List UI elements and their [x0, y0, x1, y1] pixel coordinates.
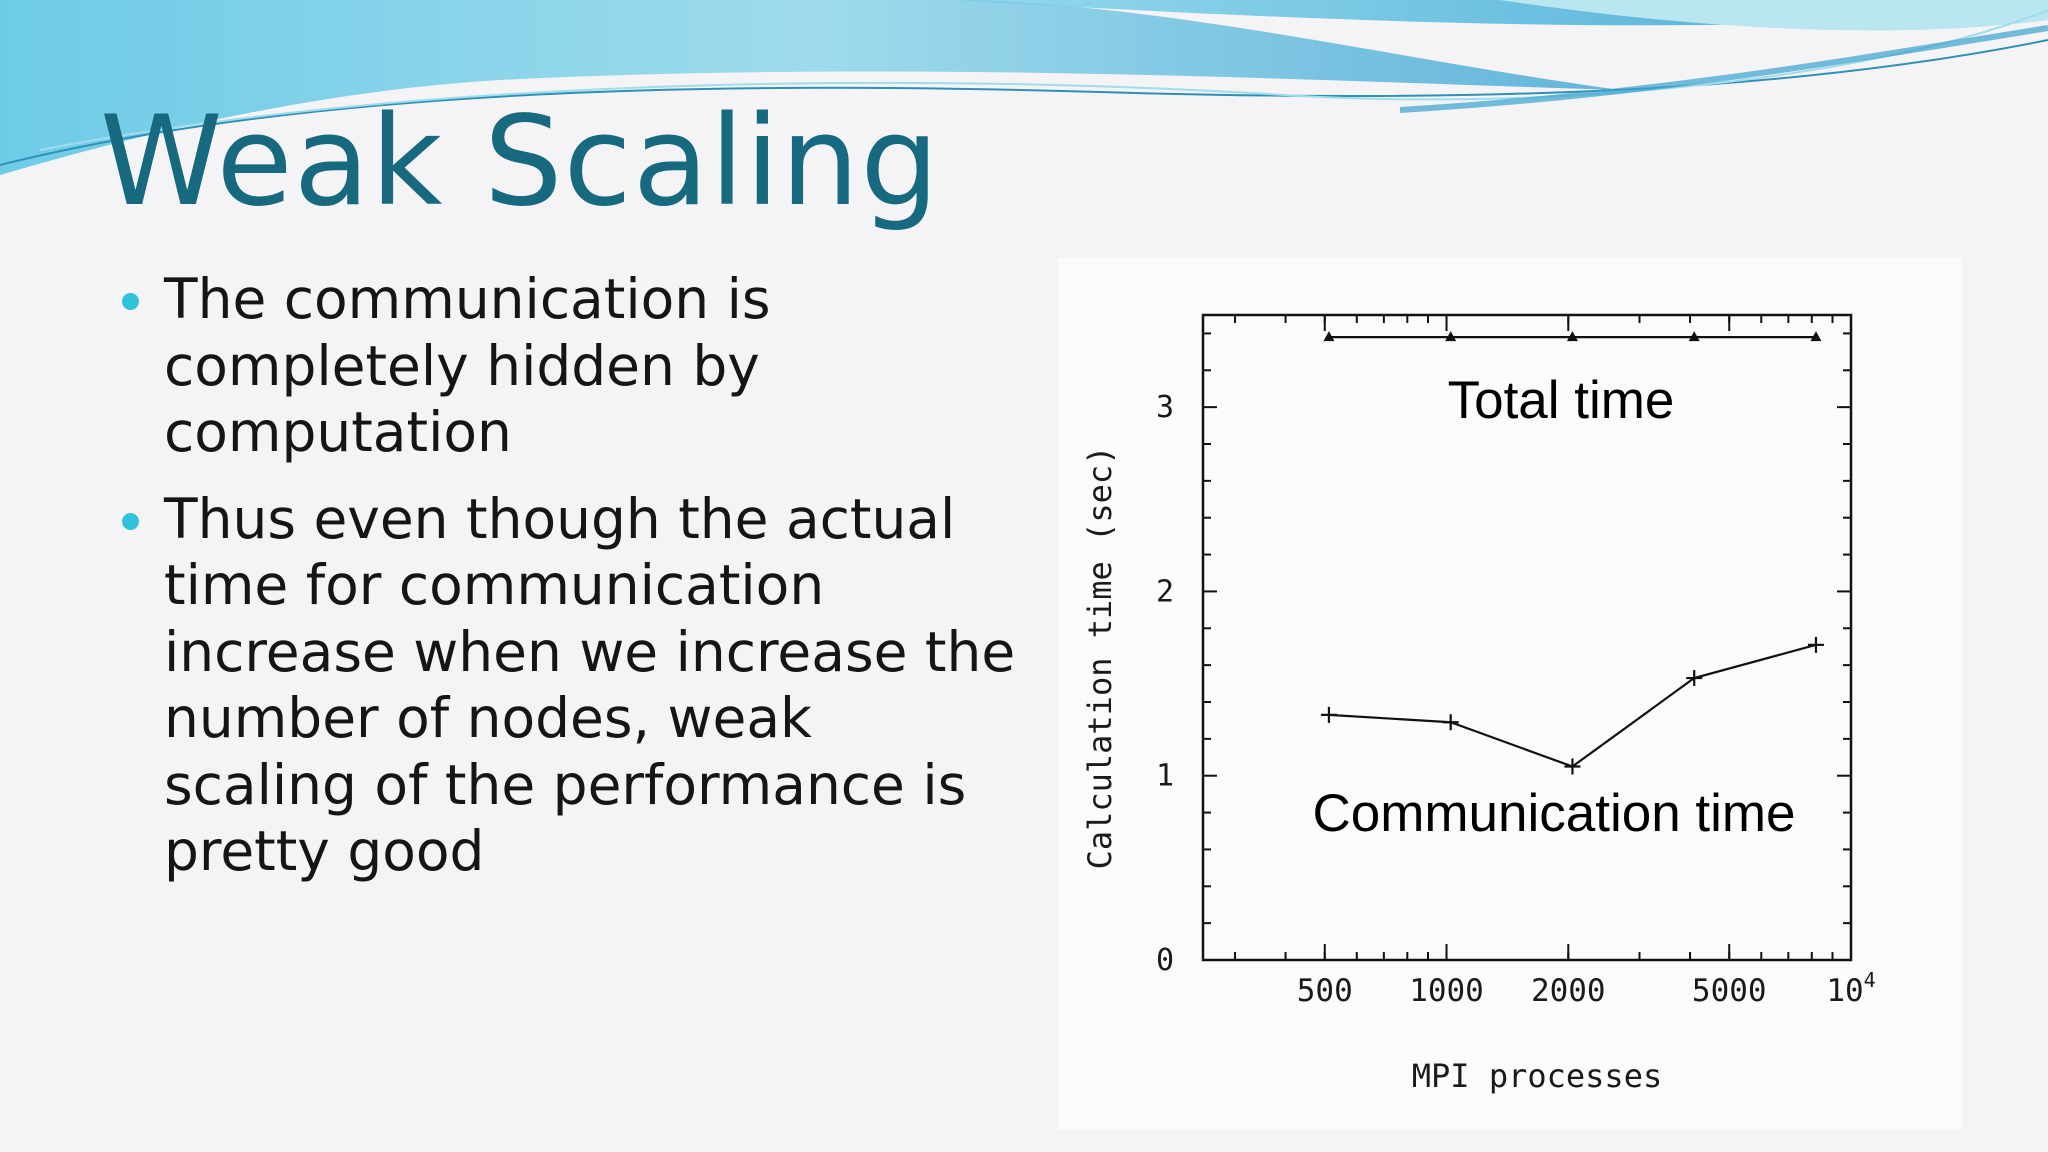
bullet-text: Thus even though the actual time for com…	[164, 486, 1016, 884]
data-point-plus	[1807, 636, 1824, 653]
series-annotation: Total time	[1448, 371, 1675, 430]
x-tick-label: 5000	[1692, 973, 1767, 1009]
y-axis-label: Calculation time (sec)	[1081, 446, 1119, 870]
x-tick-label: 1000	[1409, 973, 1484, 1009]
plot-frame	[1201, 313, 1853, 962]
bullet-list: The communication is completely hidden b…	[118, 266, 1018, 905]
series-annotation: Communication time	[1312, 784, 1795, 843]
bullet-text: The communication is completely hidden b…	[164, 267, 771, 464]
bullet-dot-icon	[122, 293, 139, 310]
data-point-plus	[1320, 706, 1337, 723]
x-tick-label: 500	[1297, 973, 1353, 1009]
bullet-dot-icon	[122, 512, 139, 530]
data-point-triangle	[1445, 331, 1457, 342]
data-point-triangle	[1566, 331, 1578, 342]
y-tick-label: 1	[1156, 759, 1174, 794]
chart-panel: 0 1 2 3 500 1000 2000 5000 104 MPI processes Calcu…	[1058, 258, 1962, 1130]
slide-title: Weak Scaling	[100, 90, 940, 234]
data-point-plus	[1442, 714, 1459, 731]
line-chart: 0 1 2 3 500 1000 2000 5000 104 MPI processes Calcu…	[1081, 313, 1876, 1095]
y-tick-label: 0	[1156, 943, 1174, 978]
bullet-item: The communication is completely hidden b…	[118, 266, 1018, 466]
data-point-triangle	[1688, 331, 1700, 342]
bullet-item: Thus even though the actual time for com…	[118, 486, 1018, 885]
x-tick-label: 2000	[1531, 973, 1606, 1009]
x-tick-label: 104	[1826, 968, 1875, 1009]
x-tick-label-superscript: 4	[1864, 968, 1876, 992]
data-point-triangle	[1810, 331, 1822, 342]
y-tick-label: 3	[1156, 390, 1174, 425]
data-point-triangle	[1323, 331, 1335, 342]
data-point-plus	[1564, 758, 1581, 775]
data-point-plus	[1686, 670, 1703, 687]
series-line-1	[1328, 643, 1817, 768]
y-tick-label: 2	[1156, 574, 1174, 609]
header-wave-decoration	[0, 0, 2048, 175]
x-axis-label: MPI processes	[1412, 1057, 1662, 1095]
